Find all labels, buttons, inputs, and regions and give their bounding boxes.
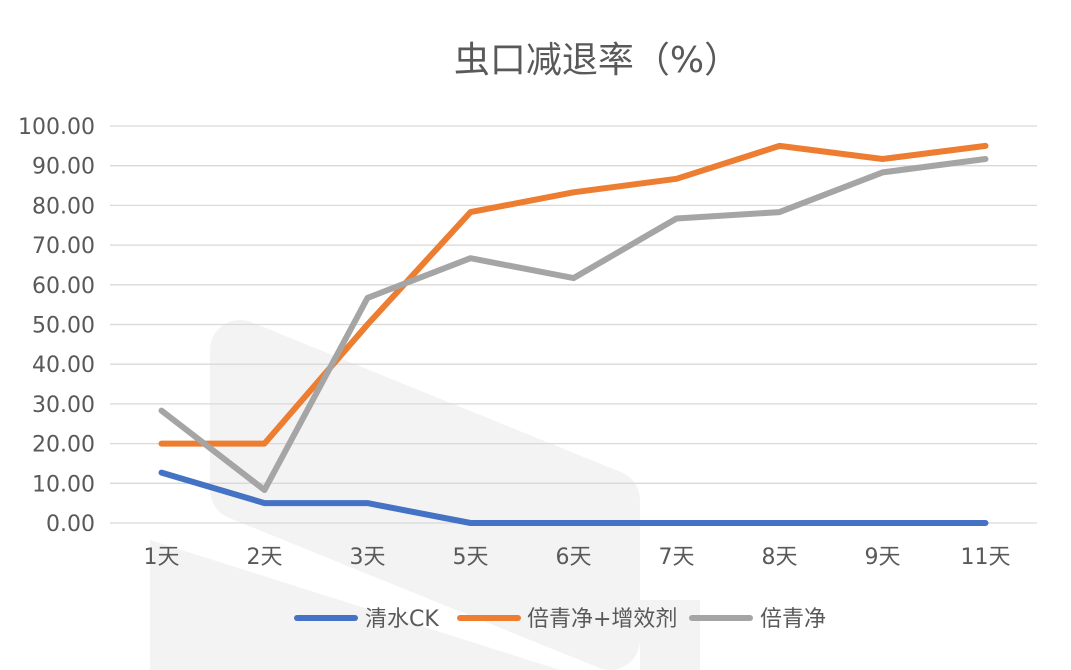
y-tick-label: 90.00 (32, 155, 95, 180)
series-lines (158, 142, 989, 526)
y-axis-ticks: 0.00 10.00 20.00 30.00 40.00 50.00 60.00 70.00 8… (18, 115, 95, 537)
x-tick-label: 2天 (247, 545, 283, 570)
legend-label: 倍青净 (760, 607, 826, 632)
y-tick-label: 0.00 (46, 512, 95, 537)
y-tick-label: 30.00 (32, 393, 95, 418)
legend-label: 清水CK (365, 607, 439, 632)
x-tick-label: 1天 (144, 545, 180, 570)
x-tick-label: 9天 (865, 545, 901, 570)
x-tick-label: 7天 (659, 545, 695, 570)
series-line-1 (158, 469, 989, 526)
y-tick-label: 100.00 (18, 115, 95, 140)
y-tick-label: 20.00 (32, 433, 95, 458)
x-tick-label: 3天 (350, 545, 386, 570)
chart-title: 虫口减退率（%） (454, 40, 740, 81)
y-tick-label: 60.00 (32, 274, 95, 299)
x-tick-label: 8天 (762, 545, 798, 570)
y-tick-label: 80.00 (32, 194, 95, 219)
x-tick-label: 5天 (453, 545, 489, 570)
legend: 清水CK 倍青净+增效剂 倍青净 (294, 607, 826, 632)
y-tick-label: 40.00 (32, 353, 95, 378)
x-tick-label: 11天 (961, 545, 1011, 570)
y-tick-label: 10.00 (32, 472, 95, 497)
y-tick-label: 50.00 (32, 314, 95, 339)
y-tick-label: 70.00 (32, 234, 95, 259)
x-axis-ticks: 1天 2天 3天 5天 6天 7天 8天 9天 11天 (144, 545, 1011, 570)
x-tick-label: 6天 (556, 545, 592, 570)
series-line-3 (158, 156, 989, 493)
legend-label: 倍青净+增效剂 (527, 607, 677, 632)
series-line-2 (158, 142, 989, 447)
